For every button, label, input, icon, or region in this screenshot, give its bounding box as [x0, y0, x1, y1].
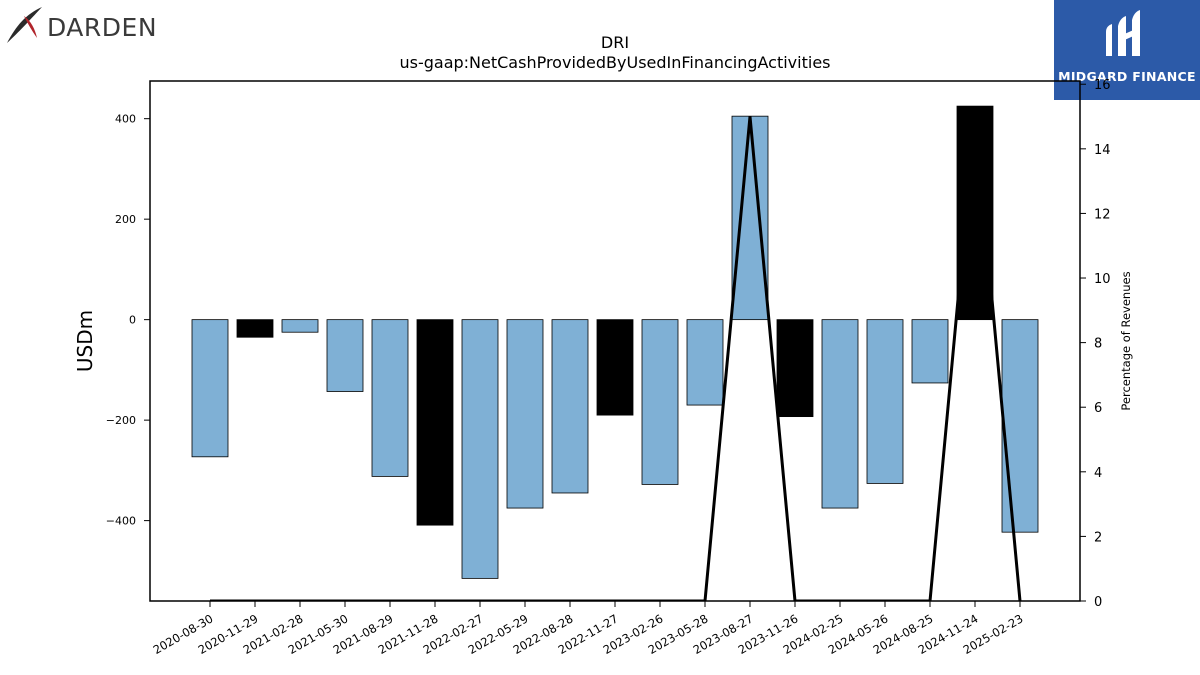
bar [191, 319, 229, 458]
y2-tick-label: 8 [1094, 337, 1102, 352]
y-tick-label: 400 [115, 113, 136, 126]
bar [416, 319, 454, 526]
darden-wordmark: DARDEN [47, 13, 158, 42]
y2-tick-label: 4 [1094, 466, 1102, 481]
y-tick-label: −400 [106, 515, 136, 528]
y-tick-label: −200 [106, 414, 136, 427]
y2-tick-label: 2 [1094, 530, 1102, 545]
midgard-wordmark: MIDGARD FINANCE [1058, 69, 1196, 84]
bar [866, 319, 904, 484]
midgard-emblem-icon [1106, 10, 1140, 56]
y2-tick-label: 6 [1094, 401, 1102, 416]
y2-tick-label: 12 [1094, 207, 1111, 222]
bar [371, 319, 409, 477]
bar [461, 319, 499, 579]
bar [776, 319, 814, 418]
bar [551, 319, 589, 494]
bar [236, 319, 274, 338]
y-tick-label: 0 [129, 314, 136, 327]
y-tick-label: 200 [115, 213, 136, 226]
bar [506, 319, 544, 509]
y2-tick-label: 0 [1094, 595, 1102, 610]
bar [821, 319, 859, 509]
bar [326, 319, 364, 392]
bar [956, 105, 994, 321]
bar [641, 319, 679, 485]
bar [731, 115, 769, 321]
bar [281, 319, 319, 333]
y2-tick-label: 10 [1094, 272, 1111, 287]
chart-title: DRI [600, 33, 630, 52]
bar [596, 319, 634, 416]
chart-subtitle: us-gaap:NetCashProvidedByUsedInFinancing… [399, 53, 831, 72]
bar [1001, 319, 1039, 533]
darden-logo: DARDEN [4, 4, 164, 48]
y-axis-label: USDm [73, 310, 97, 372]
y2-tick-label: 16 [1094, 78, 1111, 93]
y2-tick-label: 14 [1094, 143, 1111, 158]
bar [911, 319, 949, 384]
darden-emblem-icon [7, 7, 42, 43]
bar [686, 319, 724, 406]
y2-axis-label: Percentage of Revenues [1119, 271, 1133, 410]
midgard-finance-logo: MIDGARD FINANCE [1054, 0, 1200, 100]
